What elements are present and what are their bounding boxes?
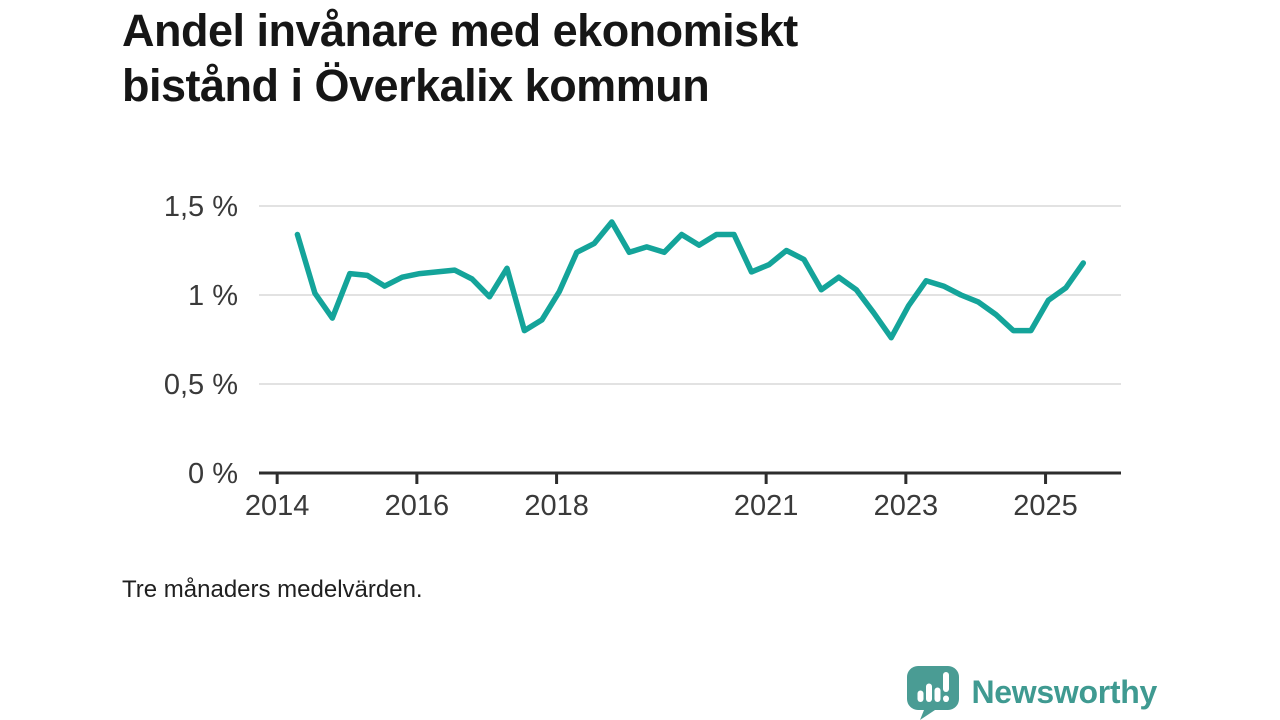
y-tick-label: 1 % <box>188 280 238 312</box>
x-tick-label: 2014 <box>245 490 310 522</box>
newsworthy-logo-icon <box>906 666 959 720</box>
x-tick-label: 2023 <box>874 490 939 522</box>
y-tick-label: 0 % <box>188 458 238 490</box>
x-tick-label: 2018 <box>524 490 589 522</box>
logo-bars <box>917 672 949 702</box>
chart-title: Andel invånare med ekonomiskt bistånd i … <box>122 4 798 114</box>
y-tick-label: 1,5 % <box>164 191 238 223</box>
newsworthy-branding: Newsworthy <box>905 664 1158 720</box>
chart-footnote: Tre månaders medelvärden. <box>122 576 423 603</box>
newsworthy-logo-text: Newsworthy <box>971 674 1158 710</box>
y-tick-label: 0,5 % <box>164 369 238 401</box>
x-tick-label: 2021 <box>734 490 799 522</box>
logo-bubble-shape <box>906 666 959 720</box>
chart-title-line2: bistånd i Överkalix kommun <box>122 59 710 111</box>
x-tick-label: 2025 <box>1013 490 1078 522</box>
data-line <box>294 219 1087 341</box>
x-tick-label: 2016 <box>385 490 450 522</box>
chart-title-line1: Andel invånare med ekonomiskt <box>122 5 798 56</box>
